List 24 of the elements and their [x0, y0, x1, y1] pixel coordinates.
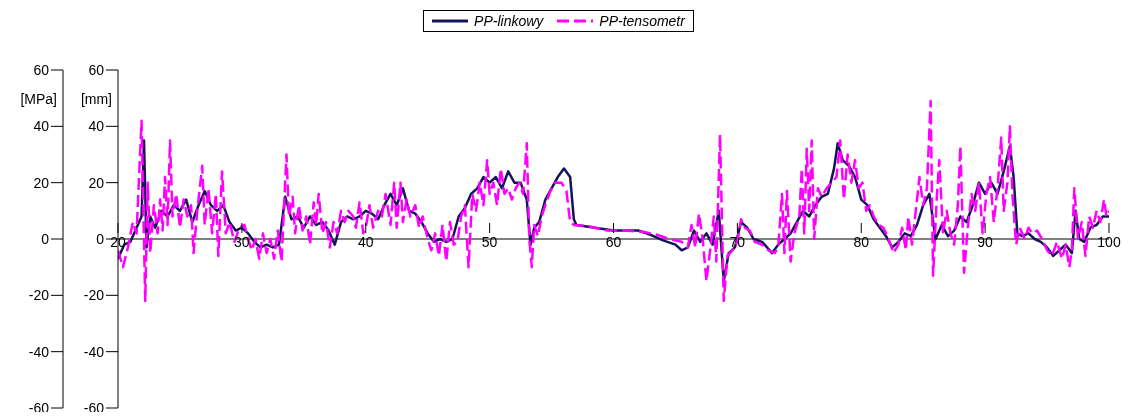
x-tick-label: 50 [481, 234, 498, 250]
x-tick-label: 30 [234, 234, 250, 250]
y-tick-label: 20 [33, 174, 50, 191]
y-tick-label: 40 [33, 118, 50, 135]
legend-label: PP-linkowy [473, 13, 544, 29]
y-tick-label: 0 [41, 230, 50, 247]
y2-tick-label: -40 [83, 343, 105, 360]
x-tick-label: 20 [110, 234, 126, 250]
y2-tick-label: 40 [88, 118, 105, 135]
y2-tick-label: 20 [88, 174, 105, 191]
y2-tick-label: 60 [88, 61, 105, 78]
y-axis-title: [MPa] [20, 91, 57, 107]
y2-tick-label: -20 [83, 287, 105, 304]
x-tick-label: 60 [605, 234, 622, 250]
legend-label: PP-tensometr [598, 13, 685, 29]
x-tick-label: 90 [977, 234, 994, 250]
x-tick-label: 80 [853, 234, 870, 250]
x-tick-label: 40 [357, 234, 374, 250]
y-tick-label: -40 [28, 343, 50, 360]
y-tick-label: -20 [28, 287, 50, 304]
x-tick-label: 100 [1097, 234, 1121, 250]
y2-tick-label: 0 [96, 230, 105, 247]
y-tick-label: 60 [33, 61, 50, 78]
y2-axis-title: [mm] [80, 91, 112, 107]
